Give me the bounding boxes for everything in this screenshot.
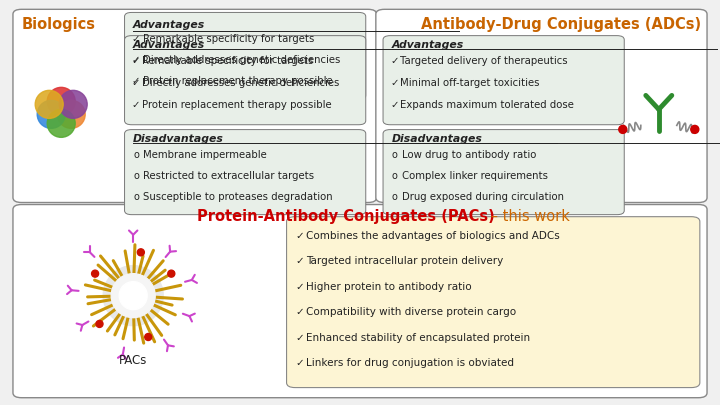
Text: ✓: ✓ xyxy=(295,282,304,292)
Text: ✓: ✓ xyxy=(390,78,399,88)
Text: o: o xyxy=(392,150,397,160)
FancyBboxPatch shape xyxy=(125,130,366,215)
Text: Disadvantages: Disadvantages xyxy=(392,134,482,144)
Text: Targeted delivery of therapeutics: Targeted delivery of therapeutics xyxy=(400,56,568,66)
Text: Protein replacement therapy possible: Protein replacement therapy possible xyxy=(143,76,333,86)
Text: Remarkable specificity for targets: Remarkable specificity for targets xyxy=(143,34,315,44)
FancyBboxPatch shape xyxy=(287,217,700,388)
Text: PACs: PACs xyxy=(119,354,148,367)
Circle shape xyxy=(690,126,699,133)
Circle shape xyxy=(48,87,75,115)
Text: Expands maximum tolerated dose: Expands maximum tolerated dose xyxy=(400,100,574,111)
Text: Disadvantages: Disadvantages xyxy=(133,134,224,144)
Text: ✓: ✓ xyxy=(390,100,399,111)
Text: ✓: ✓ xyxy=(295,231,304,241)
Text: Enhanced stability of encapsulated protein: Enhanced stability of encapsulated prote… xyxy=(306,333,530,343)
Text: Combines the advantages of biologics and ADCs: Combines the advantages of biologics and… xyxy=(306,231,559,241)
FancyBboxPatch shape xyxy=(383,130,624,215)
Text: Drug exposed during circulation: Drug exposed during circulation xyxy=(402,192,564,202)
Text: Targeted intracellular protein delivery: Targeted intracellular protein delivery xyxy=(306,256,503,266)
FancyBboxPatch shape xyxy=(125,13,366,100)
Text: ✓: ✓ xyxy=(295,256,304,266)
FancyBboxPatch shape xyxy=(383,36,624,125)
Text: o: o xyxy=(392,192,397,202)
Text: o: o xyxy=(133,171,139,181)
Text: Protein replacement therapy possible: Protein replacement therapy possible xyxy=(142,100,331,111)
Text: Biologics: Biologics xyxy=(22,17,96,32)
Circle shape xyxy=(120,281,147,310)
Circle shape xyxy=(57,100,85,128)
Circle shape xyxy=(145,333,152,341)
Text: – this work: – this work xyxy=(486,209,570,224)
Circle shape xyxy=(618,126,627,133)
Circle shape xyxy=(168,270,175,277)
Text: ✓: ✓ xyxy=(132,34,140,44)
Text: o: o xyxy=(133,192,139,202)
Text: Advantages: Advantages xyxy=(133,40,205,50)
Text: ✓: ✓ xyxy=(132,100,140,111)
Circle shape xyxy=(48,109,75,137)
Text: Susceptible to proteases degradation: Susceptible to proteases degradation xyxy=(143,192,333,202)
Circle shape xyxy=(35,90,63,118)
Text: Linkers for drug conjugation is obviated: Linkers for drug conjugation is obviated xyxy=(306,358,514,368)
Circle shape xyxy=(138,249,144,256)
Text: Advantages: Advantages xyxy=(392,40,464,50)
Text: Antibody-Drug Conjugates (ADCs): Antibody-Drug Conjugates (ADCs) xyxy=(421,17,701,32)
Text: ✓: ✓ xyxy=(295,333,304,343)
Text: ✓: ✓ xyxy=(132,55,140,65)
Circle shape xyxy=(37,100,66,128)
Circle shape xyxy=(59,90,87,118)
Text: Directly addresses genetic deficiencies: Directly addresses genetic deficiencies xyxy=(143,55,341,65)
Text: Low drug to antibody ratio: Low drug to antibody ratio xyxy=(402,150,536,160)
Text: Protein-Antibody Conjugates (PACs): Protein-Antibody Conjugates (PACs) xyxy=(197,209,495,224)
Text: ✓: ✓ xyxy=(132,78,140,88)
Text: Higher protein to antibody ratio: Higher protein to antibody ratio xyxy=(306,282,472,292)
FancyBboxPatch shape xyxy=(376,9,707,202)
Text: ✓: ✓ xyxy=(390,56,399,66)
Text: Membrane impermeable: Membrane impermeable xyxy=(143,150,267,160)
Text: o: o xyxy=(392,171,397,181)
Text: Advantages: Advantages xyxy=(133,20,205,30)
Text: Remarkable specificity for targets: Remarkable specificity for targets xyxy=(142,56,313,66)
Text: Restricted to extracellular targets: Restricted to extracellular targets xyxy=(143,171,315,181)
FancyBboxPatch shape xyxy=(13,9,377,202)
Text: Directly addresses genetic deficiencies: Directly addresses genetic deficiencies xyxy=(142,78,339,88)
Text: ✓: ✓ xyxy=(295,307,304,317)
Text: o: o xyxy=(133,150,139,160)
Text: ✓: ✓ xyxy=(132,76,140,86)
Circle shape xyxy=(96,320,103,327)
Circle shape xyxy=(103,266,163,326)
Text: Complex linker requirements: Complex linker requirements xyxy=(402,171,548,181)
Text: ✓: ✓ xyxy=(132,56,140,66)
Circle shape xyxy=(91,270,99,277)
Text: ✓: ✓ xyxy=(295,358,304,368)
Text: Compatibility with diverse protein cargo: Compatibility with diverse protein cargo xyxy=(306,307,516,317)
FancyBboxPatch shape xyxy=(13,205,707,398)
FancyBboxPatch shape xyxy=(125,36,366,125)
Circle shape xyxy=(111,274,156,318)
Text: Minimal off-target toxicities: Minimal off-target toxicities xyxy=(400,78,540,88)
